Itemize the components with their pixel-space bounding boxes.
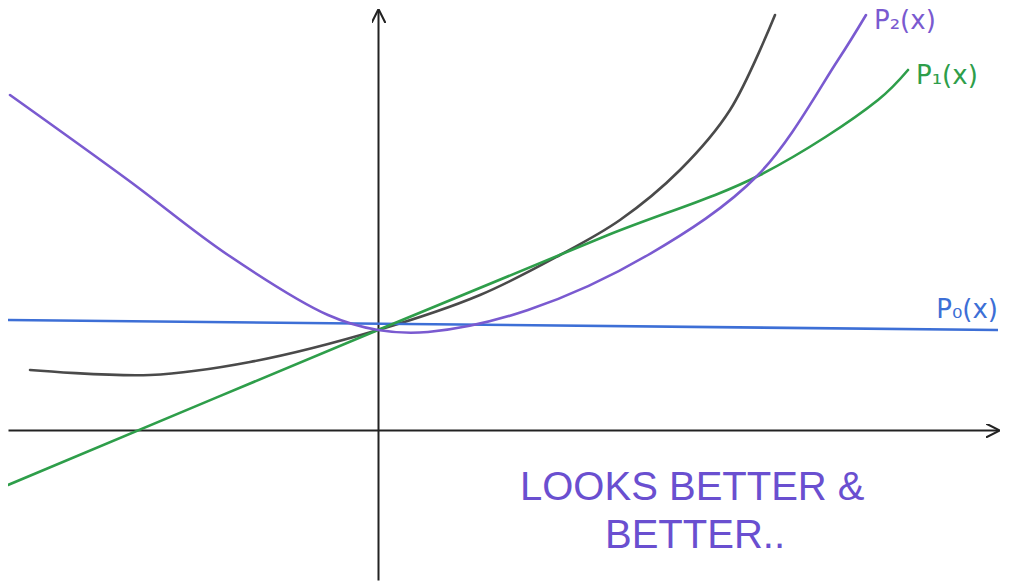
annotation: LOOKS BETTER &BETTER.. bbox=[520, 464, 865, 556]
series-label: P₀(x) bbox=[936, 294, 998, 324]
chart: P₀(x) P₁(x) P₂(x) LOOKS BETTER &BETTER.. bbox=[0, 0, 1014, 587]
series-label: P₁(x) bbox=[916, 60, 978, 90]
series-label: P₂(x) bbox=[874, 5, 936, 35]
annotations: LOOKS BETTER &BETTER.. bbox=[520, 464, 865, 556]
curve bbox=[8, 70, 908, 485]
y-axis bbox=[378, 11, 379, 581]
x-axis bbox=[9, 430, 999, 431]
y-axis-line bbox=[378, 11, 380, 581]
curve bbox=[10, 15, 866, 333]
x-axis-line bbox=[9, 430, 999, 432]
curve bbox=[8, 320, 998, 330]
curves bbox=[8, 15, 998, 485]
series-labels: P₀(x) P₁(x) P₂(x) bbox=[874, 5, 998, 324]
